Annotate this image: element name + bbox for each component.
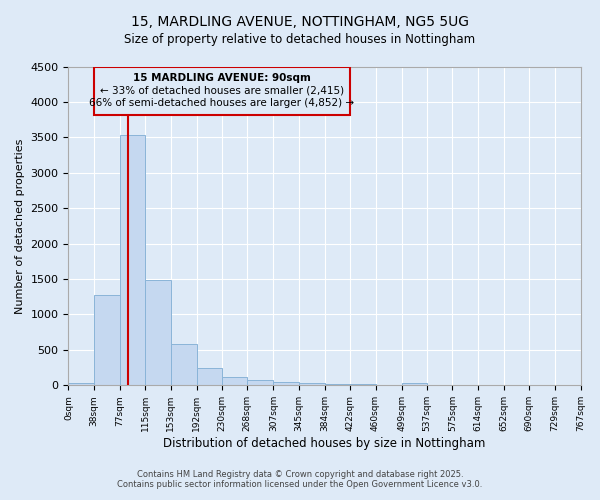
Bar xyxy=(222,377,247,386)
Bar xyxy=(325,384,350,386)
Bar xyxy=(197,368,222,386)
FancyBboxPatch shape xyxy=(94,67,350,114)
Bar xyxy=(120,134,145,386)
Bar xyxy=(401,383,427,386)
X-axis label: Distribution of detached houses by size in Nottingham: Distribution of detached houses by size … xyxy=(163,437,485,450)
Bar xyxy=(68,383,94,386)
Bar xyxy=(94,294,120,386)
Bar xyxy=(145,280,170,386)
Bar xyxy=(350,384,376,386)
Y-axis label: Number of detached properties: Number of detached properties xyxy=(15,138,25,314)
Bar xyxy=(299,383,325,386)
Text: ← 33% of detached houses are smaller (2,415): ← 33% of detached houses are smaller (2,… xyxy=(100,86,344,96)
Text: 15 MARDLING AVENUE: 90sqm: 15 MARDLING AVENUE: 90sqm xyxy=(133,73,311,83)
Bar xyxy=(274,382,299,386)
Bar xyxy=(170,344,197,386)
Text: 66% of semi-detached houses are larger (4,852) →: 66% of semi-detached houses are larger (… xyxy=(89,98,355,108)
Text: Size of property relative to detached houses in Nottingham: Size of property relative to detached ho… xyxy=(124,32,476,46)
Text: 15, MARDLING AVENUE, NOTTINGHAM, NG5 5UG: 15, MARDLING AVENUE, NOTTINGHAM, NG5 5UG xyxy=(131,15,469,29)
Bar xyxy=(247,380,274,386)
Text: Contains HM Land Registry data © Crown copyright and database right 2025.
Contai: Contains HM Land Registry data © Crown c… xyxy=(118,470,482,489)
